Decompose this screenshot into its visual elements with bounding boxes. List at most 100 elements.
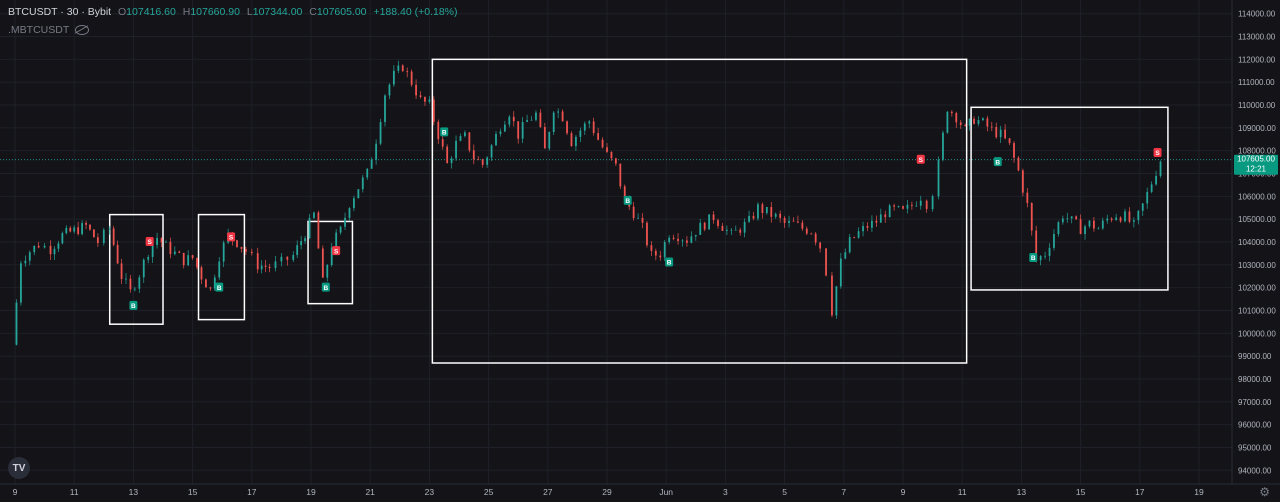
price-tick-label: 111000.00 <box>1238 78 1275 87</box>
tradingview-logo-icon[interactable]: TV <box>8 457 30 479</box>
candle-body <box>1097 228 1100 230</box>
candle-body <box>946 111 949 133</box>
candle-body <box>69 227 72 232</box>
candle-body <box>792 220 795 222</box>
candle-body <box>256 253 259 270</box>
candle-body <box>205 279 207 288</box>
candle-body <box>321 248 324 278</box>
marker-badge <box>993 157 1002 167</box>
candle-body <box>681 240 684 242</box>
candle-body <box>1008 138 1011 144</box>
symbol-title[interactable]: BTCUSDT · 30 · Bybit <box>8 6 112 18</box>
price-tick-label: 103000.00 <box>1238 261 1276 270</box>
candle-body <box>623 186 626 199</box>
highlight-box <box>197 213 246 321</box>
sell-signal-marker: S <box>332 246 341 255</box>
candle-body <box>472 150 475 160</box>
candle-body <box>1066 218 1069 220</box>
eye-crossed-icon[interactable] <box>75 25 90 35</box>
candle-body <box>125 278 127 280</box>
price-tick-label: 99000.00 <box>1238 352 1272 361</box>
time-tick-label: 27 <box>543 487 553 497</box>
secondary-symbol[interactable]: .MBTCUSDT <box>8 24 70 36</box>
candle-body <box>120 263 123 279</box>
candle-body <box>708 214 711 230</box>
time-tick-label: 19 <box>1194 487 1204 497</box>
candle-body <box>606 147 608 152</box>
time-tick-label: 7 <box>841 487 846 497</box>
candle-body <box>1093 220 1095 229</box>
time-axis[interactable]: 9 11 13 15 17 19 21 23 25 27 29 Jun 3 5 7 9 11 13 15 17 19 <box>13 487 1204 497</box>
buy-signal-marker: B <box>129 300 138 310</box>
candle-body <box>752 215 755 219</box>
candle-body <box>138 277 141 289</box>
candle-body <box>129 278 132 290</box>
time-tick-label: 15 <box>188 487 198 497</box>
marker-badge <box>145 237 154 246</box>
close-value: 107605.00 <box>316 6 367 18</box>
candle-body <box>464 132 466 137</box>
candle-body <box>264 265 267 267</box>
candle-body <box>1115 217 1118 221</box>
candle-body <box>357 189 360 199</box>
time-tick-label: 3 <box>723 487 728 497</box>
candle-body <box>950 111 953 114</box>
candle-body <box>292 255 295 260</box>
candle-body <box>15 302 18 345</box>
candle-body <box>659 255 662 258</box>
candle-body <box>392 70 395 85</box>
candle-body <box>1070 216 1073 219</box>
candle-body <box>862 226 864 232</box>
time-tick-label: 15 <box>1076 487 1086 497</box>
candle-body <box>857 231 860 238</box>
candle-body <box>893 205 896 207</box>
candle-body <box>244 248 247 252</box>
marker-label: B <box>323 285 328 292</box>
candle-body <box>730 229 733 231</box>
candle-body <box>814 233 817 243</box>
marker-badge <box>129 300 138 310</box>
candle-body <box>521 121 524 139</box>
candle-body <box>240 246 243 249</box>
candle-body <box>286 256 289 260</box>
candle-body <box>1137 210 1140 221</box>
candle-body <box>200 267 203 280</box>
price-tick-label: 102000.00 <box>1238 284 1276 293</box>
candle-body <box>973 118 975 124</box>
candle-body <box>116 244 119 264</box>
time-tick-label: 17 <box>247 487 257 497</box>
candle-body <box>455 140 457 159</box>
time-tick-label: 17 <box>1135 487 1145 497</box>
candle-body <box>102 229 105 244</box>
candle-body <box>156 237 158 245</box>
time-tick-label: 5 <box>782 487 787 497</box>
candle-body <box>619 163 622 187</box>
candle-body <box>866 226 869 228</box>
candle-body <box>499 131 502 134</box>
candle-countdown: 12:21 <box>1246 165 1267 174</box>
price-tick-label: 96000.00 <box>1238 421 1272 430</box>
gear-icon[interactable]: ⚙ <box>1259 485 1270 499</box>
price-tick-label: 113000.00 <box>1238 33 1276 42</box>
candle-body <box>835 286 838 316</box>
candle-body <box>902 206 904 209</box>
price-axis[interactable]: 94000.00 95000.00 96000.00 97000.00 98000.00… <box>1238 10 1276 476</box>
candle-body <box>955 113 958 123</box>
candle-body <box>503 124 506 132</box>
candle-body <box>133 288 136 290</box>
marker-label: B <box>1031 255 1036 262</box>
candle-body <box>1159 161 1162 176</box>
candle-body <box>218 261 221 278</box>
candle-body <box>897 206 900 208</box>
candle-body <box>108 228 111 230</box>
high-label: H <box>182 6 191 18</box>
candle-body <box>178 251 181 253</box>
candle-body <box>805 228 808 234</box>
candle-body <box>871 220 873 228</box>
candle-body <box>415 84 417 96</box>
candle-body <box>1101 220 1104 229</box>
price-tick-label: 100000.00 <box>1238 329 1276 338</box>
candle-body <box>313 212 315 218</box>
